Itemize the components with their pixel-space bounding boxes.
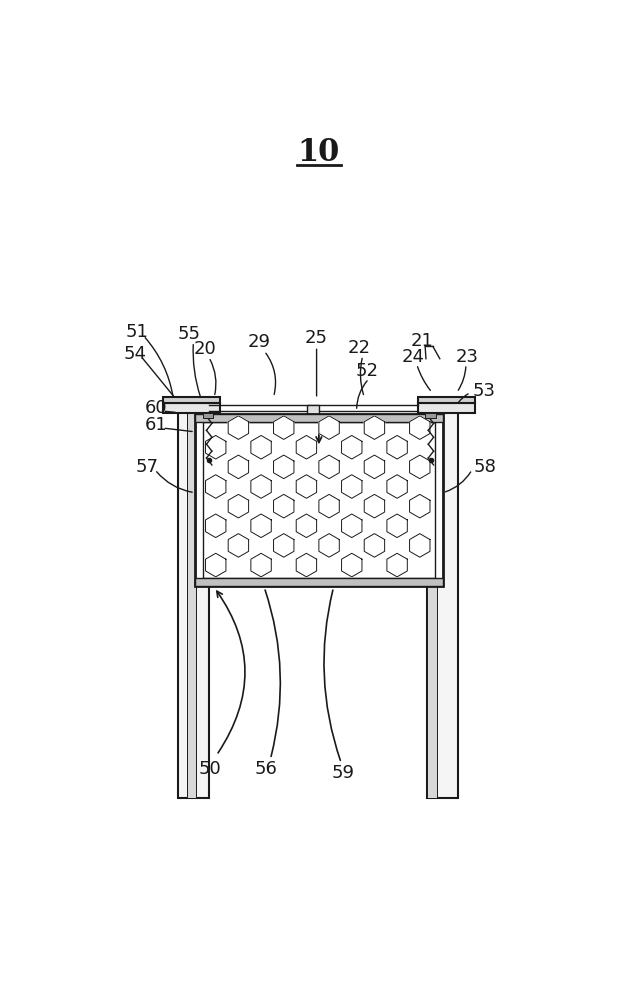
Polygon shape xyxy=(387,435,407,459)
Polygon shape xyxy=(228,534,249,557)
Polygon shape xyxy=(319,494,340,518)
Polygon shape xyxy=(387,553,407,577)
Bar xyxy=(418,403,475,413)
Polygon shape xyxy=(206,475,226,498)
Polygon shape xyxy=(251,435,271,459)
Bar xyxy=(178,405,209,798)
Text: 24: 24 xyxy=(401,348,424,366)
Text: 22: 22 xyxy=(348,339,371,357)
Bar xyxy=(163,403,219,413)
Bar xyxy=(427,405,437,798)
Bar xyxy=(195,578,443,586)
Polygon shape xyxy=(206,435,226,459)
Text: 61: 61 xyxy=(145,416,168,434)
Text: 58: 58 xyxy=(473,458,497,476)
Text: 25: 25 xyxy=(304,329,327,347)
Text: 21: 21 xyxy=(411,332,434,350)
Polygon shape xyxy=(296,514,316,538)
Polygon shape xyxy=(387,514,407,538)
Text: 50: 50 xyxy=(199,760,222,778)
Polygon shape xyxy=(273,455,294,479)
Polygon shape xyxy=(273,534,294,557)
Text: 59: 59 xyxy=(331,764,354,782)
Polygon shape xyxy=(341,514,362,538)
Text: 56: 56 xyxy=(255,760,278,778)
Polygon shape xyxy=(409,534,430,557)
Polygon shape xyxy=(364,534,384,557)
Bar xyxy=(188,405,196,798)
Polygon shape xyxy=(228,494,249,518)
Polygon shape xyxy=(228,455,249,479)
Polygon shape xyxy=(364,455,384,479)
Bar xyxy=(202,413,214,418)
Polygon shape xyxy=(341,475,362,498)
Text: 52: 52 xyxy=(355,362,378,380)
Polygon shape xyxy=(319,416,340,439)
Text: 29: 29 xyxy=(247,333,270,351)
Polygon shape xyxy=(341,553,362,577)
Polygon shape xyxy=(409,494,430,518)
Text: 51: 51 xyxy=(126,323,148,341)
Polygon shape xyxy=(296,435,316,459)
Polygon shape xyxy=(273,494,294,518)
Polygon shape xyxy=(409,416,430,439)
Bar xyxy=(425,413,436,418)
Text: 60: 60 xyxy=(145,399,168,417)
Bar xyxy=(195,414,443,422)
Polygon shape xyxy=(364,494,384,518)
Polygon shape xyxy=(319,455,340,479)
Text: 10: 10 xyxy=(298,137,340,168)
Polygon shape xyxy=(251,475,271,498)
Text: 53: 53 xyxy=(472,382,495,400)
Polygon shape xyxy=(296,553,316,577)
Polygon shape xyxy=(273,416,294,439)
Polygon shape xyxy=(206,553,226,577)
Bar xyxy=(427,405,459,798)
Bar xyxy=(202,422,435,578)
Polygon shape xyxy=(319,534,340,557)
Bar xyxy=(195,414,443,586)
Polygon shape xyxy=(206,514,226,538)
Polygon shape xyxy=(341,435,362,459)
Polygon shape xyxy=(387,475,407,498)
Bar xyxy=(163,397,219,403)
Text: 57: 57 xyxy=(136,458,159,476)
Text: 20: 20 xyxy=(193,340,216,358)
Text: 54: 54 xyxy=(123,345,146,363)
Text: 23: 23 xyxy=(455,348,478,366)
Polygon shape xyxy=(228,416,249,439)
Polygon shape xyxy=(251,514,271,538)
Polygon shape xyxy=(364,416,384,439)
Text: 55: 55 xyxy=(178,325,201,343)
Polygon shape xyxy=(251,553,271,577)
Bar xyxy=(307,405,319,428)
Bar xyxy=(418,397,475,403)
Polygon shape xyxy=(296,475,316,498)
Polygon shape xyxy=(409,455,430,479)
